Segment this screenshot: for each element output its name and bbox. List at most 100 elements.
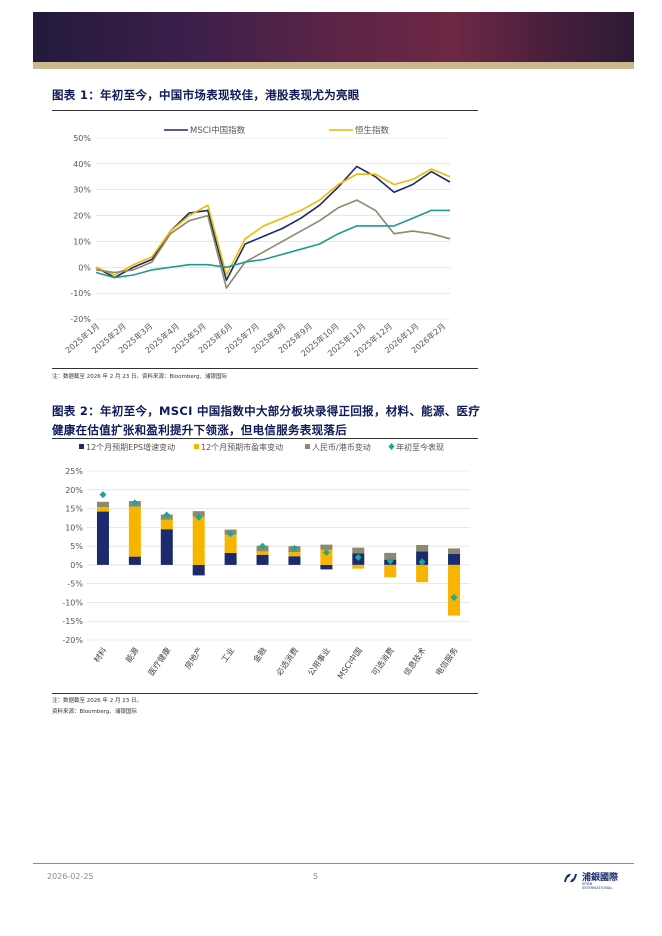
bar-segment <box>224 534 237 553</box>
category-label: 公用事业 <box>305 645 332 677</box>
performance-marker <box>418 558 426 566</box>
y-tick-label: 10% <box>73 237 91 246</box>
performance-marker <box>450 594 458 602</box>
series-line <box>95 165 451 281</box>
figure-1-top-rule <box>52 110 478 111</box>
series-line <box>95 199 451 289</box>
performance-marker <box>290 544 298 552</box>
bar-segment <box>128 506 141 557</box>
bar-segment <box>256 554 269 565</box>
y-tick-label: -15% <box>62 617 83 626</box>
performance-marker <box>354 553 362 561</box>
performance-marker <box>386 557 394 565</box>
legend-label: 年初至今表现 <box>396 442 444 452</box>
category-label: 房地产 <box>182 645 204 670</box>
y-tick-label: 20% <box>65 486 83 495</box>
bar-segment <box>448 553 461 565</box>
performance-marker <box>227 530 235 538</box>
y-tick-label: -20% <box>62 636 83 645</box>
category-label: 工业 <box>219 645 236 664</box>
y-tick-label: 15% <box>65 505 83 514</box>
legend-swatch <box>194 444 199 449</box>
bar-segment <box>128 556 141 565</box>
bar-segment <box>224 552 237 565</box>
figure-1-note: 注：数据截至 2026 年 2 月 23 日。资料来源：Bloomberg、浦银… <box>52 374 227 380</box>
y-tick-label: 20% <box>73 212 91 221</box>
y-tick-label: 50% <box>73 134 91 143</box>
performance-marker <box>163 511 171 519</box>
performance-marker <box>195 513 203 521</box>
bar-segment <box>320 564 333 570</box>
y-tick-label: 10% <box>65 523 83 532</box>
header-banner <box>33 12 634 62</box>
figure-1-title: 图表 1：年初至今，中国市场表现较佳，港股表现尤为亮眼 <box>52 88 360 102</box>
y-tick-label: 30% <box>73 186 91 195</box>
logo-english: SPDB INTERNATIONAL <box>582 882 613 890</box>
performance-marker <box>99 491 107 499</box>
logo-mark-icon <box>564 873 577 883</box>
category-label: 必选消费 <box>274 645 301 677</box>
bar-segment <box>288 556 301 565</box>
bar-segment <box>384 564 397 578</box>
category-label: 能源 <box>123 645 140 664</box>
bar-segment <box>160 529 173 565</box>
y-tick-label: -10% <box>62 598 83 607</box>
figure-2-bar-chart: 25% 20% 15% 10% 5% 0% -5% -10% -15% -20% 材料 能源 医疗健康房… <box>62 442 470 681</box>
legend-swatch <box>79 444 84 449</box>
figure-1-bottom-rule <box>52 368 478 369</box>
bar-segment <box>416 544 429 552</box>
bar-segment <box>96 501 109 508</box>
bar-segment <box>192 564 205 576</box>
category-label: 材料 <box>91 645 108 664</box>
series-line <box>95 168 451 276</box>
y-tick-label: -20% <box>70 315 91 324</box>
bar-segment <box>320 544 333 550</box>
performance-marker <box>131 499 139 507</box>
legend-label: MSCI中国指数 <box>190 125 246 136</box>
figure-2-bottom-rule <box>52 693 478 694</box>
y-tick-label: 25% <box>65 467 83 476</box>
company-logo: 浦銀國際 SPDB INTERNATIONAL <box>563 869 623 890</box>
performance-marker <box>259 542 267 550</box>
y-tick-label: 0% <box>70 561 83 570</box>
footer-rule <box>33 863 634 864</box>
category-label: 信息技术 <box>401 645 428 677</box>
figure-2-note-date: 注：数据截至 2026 年 2 月 23 日。 <box>52 698 142 704</box>
bar-segment <box>448 548 461 554</box>
y-tick-label: -5% <box>67 580 83 589</box>
bar-segment <box>160 519 173 530</box>
bar-segment <box>352 547 365 554</box>
legend-label: 恒生指数 <box>355 125 390 136</box>
bar-segment <box>384 552 397 560</box>
bar-segment <box>448 564 461 616</box>
legend-label: 人民币/港币变动 <box>312 442 371 452</box>
figure-2-note-source: 资料来源：Bloomberg、浦银国际 <box>52 709 137 715</box>
category-label: MSCI中国 <box>335 645 364 680</box>
category-label: 电信服务 <box>433 645 460 677</box>
figure-2-title: 图表 2：年初至今，MSCI 中国指数中大部分板块录得正回报，材料、能源、医疗健… <box>52 404 481 437</box>
bar-segment <box>256 551 269 555</box>
category-label: 医疗健康 <box>146 645 173 677</box>
performance-marker <box>322 548 330 556</box>
category-label: 可选消费 <box>369 645 396 677</box>
legend-swatch <box>305 444 310 449</box>
y-tick-label: 0% <box>78 263 91 272</box>
legend-label: 12个月预期EPS增速变动 <box>86 442 175 452</box>
bar-segment <box>416 564 429 583</box>
bar-segment <box>320 549 333 565</box>
bar-segment <box>352 564 365 569</box>
legend-label: 12个月预期市盈率变动 <box>201 442 283 452</box>
y-tick-label: 5% <box>70 542 83 551</box>
header-stripe <box>33 62 634 69</box>
footer-date: 2026-02-25 <box>47 872 94 881</box>
legend-swatch <box>388 443 395 450</box>
figure-1-line-chart: 50%40%30%20%10%0%-10%-20%2025年1月2025年2月2… <box>63 125 451 358</box>
bar-segment <box>192 516 205 565</box>
page-number: 5 <box>313 872 319 881</box>
category-label: 金融 <box>251 645 268 664</box>
logo-chinese: 浦銀國際 <box>582 873 619 883</box>
series-line <box>95 209 450 279</box>
figure-2-top-rule <box>52 438 478 439</box>
bar-segment <box>96 507 109 512</box>
y-tick-label: 40% <box>73 160 91 169</box>
